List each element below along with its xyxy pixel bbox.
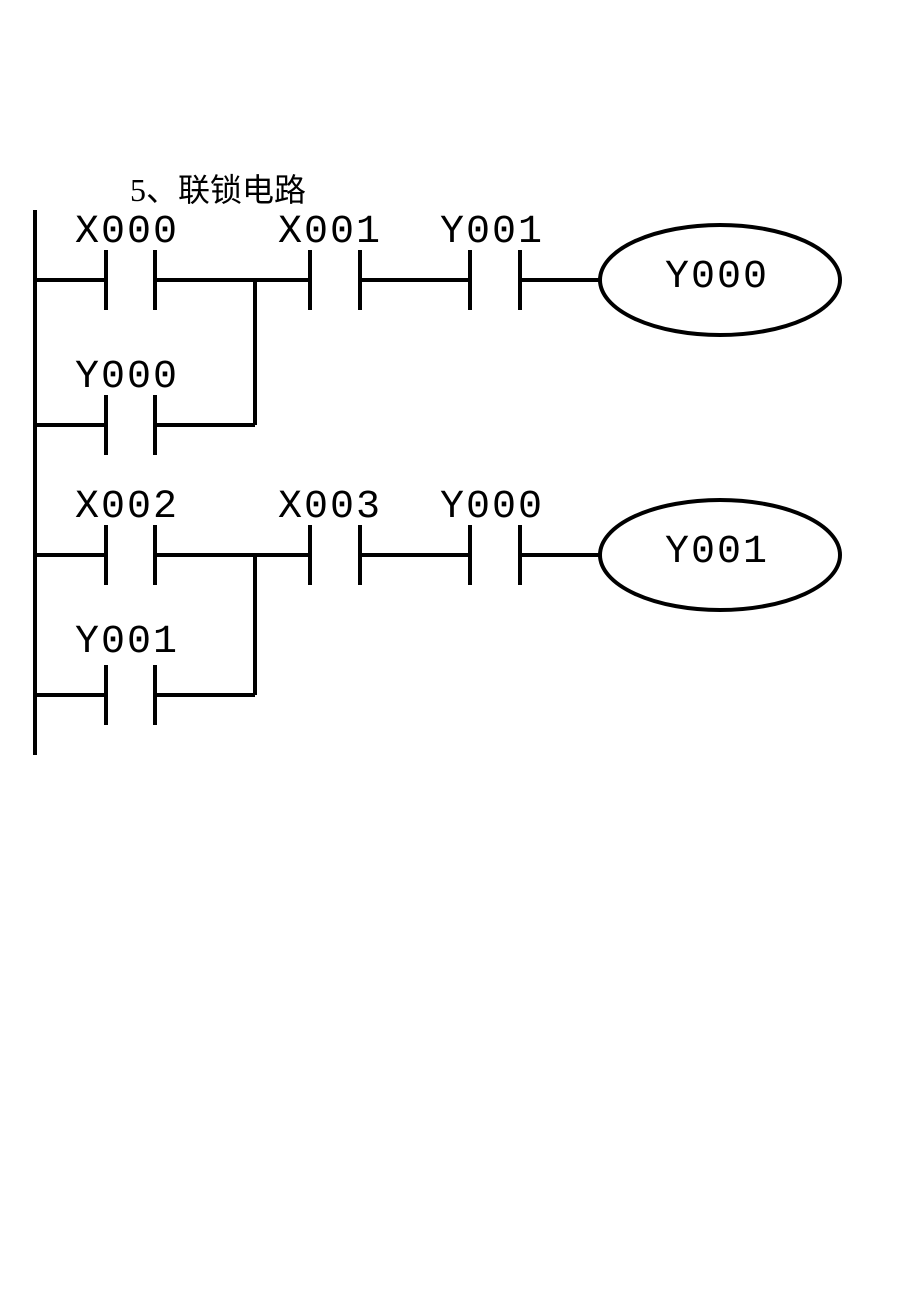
coil-label-y001: Y001 (665, 530, 769, 575)
contact-label-x001: X001 (278, 210, 382, 255)
contact-label-y001-top: Y001 (440, 210, 544, 255)
branch-label-y000: Y000 (75, 355, 179, 400)
contact-label-x002: X002 (75, 485, 179, 530)
coil-label-y000: Y000 (665, 255, 769, 300)
branch-label-y001: Y001 (75, 620, 179, 665)
contact-label-y000-bot: Y000 (440, 485, 544, 530)
contact-label-x000: X000 (75, 210, 179, 255)
contact-label-x003: X003 (278, 485, 382, 530)
